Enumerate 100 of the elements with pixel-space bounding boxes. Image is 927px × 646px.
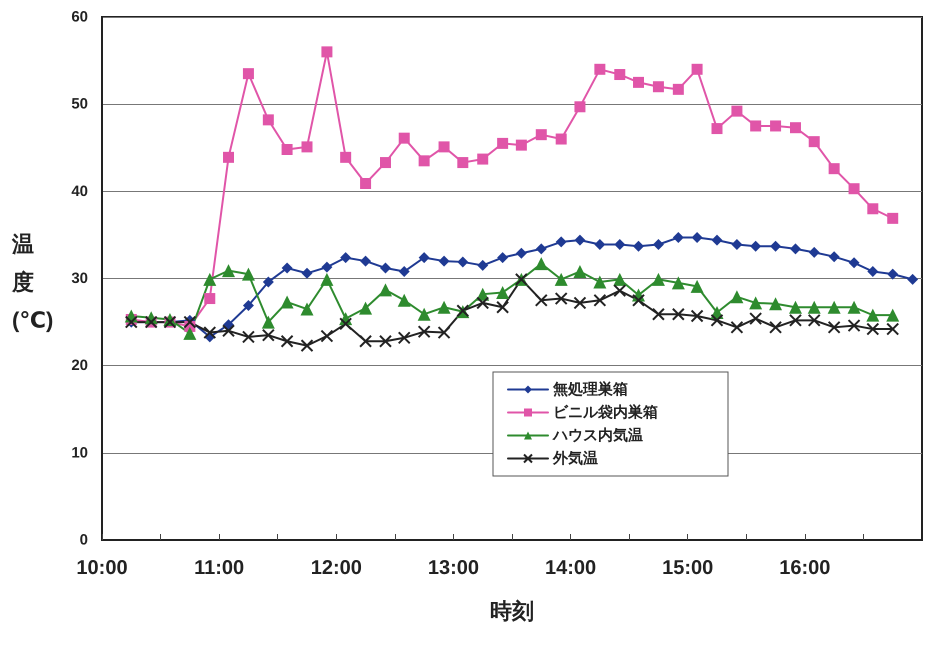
point bbox=[320, 272, 334, 286]
point bbox=[418, 308, 431, 321]
y-tick-label: 0 bbox=[80, 532, 88, 548]
point bbox=[730, 290, 744, 304]
point bbox=[321, 262, 332, 273]
point bbox=[477, 154, 488, 165]
point bbox=[398, 132, 410, 144]
point bbox=[340, 152, 352, 163]
point bbox=[476, 296, 490, 310]
point bbox=[536, 129, 547, 140]
point bbox=[573, 296, 586, 310]
point bbox=[593, 294, 606, 307]
point bbox=[280, 334, 294, 348]
point bbox=[378, 334, 392, 348]
point bbox=[300, 339, 314, 352]
point bbox=[652, 239, 664, 250]
point bbox=[242, 268, 255, 281]
point bbox=[320, 330, 334, 343]
point bbox=[712, 234, 722, 246]
point bbox=[418, 155, 430, 166]
point bbox=[692, 64, 703, 75]
point bbox=[731, 239, 742, 250]
y-tick-label: 60 bbox=[71, 8, 88, 26]
point bbox=[534, 294, 548, 307]
point bbox=[749, 312, 762, 326]
point bbox=[769, 297, 782, 310]
point bbox=[282, 262, 293, 274]
point bbox=[438, 256, 450, 267]
point bbox=[750, 120, 762, 132]
y-tick-label: 50 bbox=[71, 96, 88, 113]
point bbox=[183, 316, 196, 329]
point bbox=[848, 183, 860, 194]
point bbox=[769, 320, 782, 334]
point bbox=[614, 69, 626, 80]
point bbox=[848, 257, 860, 268]
point bbox=[457, 157, 468, 168]
point bbox=[203, 272, 216, 286]
point bbox=[339, 317, 352, 330]
point bbox=[516, 140, 527, 151]
point bbox=[690, 309, 704, 322]
point bbox=[710, 314, 724, 327]
point bbox=[556, 236, 567, 248]
point bbox=[496, 286, 510, 299]
point bbox=[556, 134, 567, 145]
y-axis-title: 温度(℃) bbox=[11, 232, 54, 332]
point bbox=[321, 46, 332, 58]
x-tick-label: 13:00 bbox=[428, 557, 480, 579]
point bbox=[438, 300, 451, 314]
point bbox=[614, 239, 626, 250]
point bbox=[887, 268, 898, 280]
point bbox=[652, 308, 665, 321]
point bbox=[378, 283, 392, 296]
point bbox=[770, 240, 782, 252]
legend-label: ハウス内気温 bbox=[552, 427, 643, 444]
point bbox=[867, 266, 878, 278]
point bbox=[262, 276, 274, 288]
point bbox=[477, 260, 488, 271]
point bbox=[574, 101, 586, 112]
point bbox=[750, 240, 762, 252]
point bbox=[788, 314, 802, 327]
point bbox=[380, 157, 391, 168]
x-tick-label: 11:00 bbox=[194, 557, 244, 579]
point bbox=[457, 256, 468, 268]
point bbox=[438, 141, 450, 152]
point bbox=[848, 300, 861, 314]
point bbox=[222, 324, 236, 338]
point bbox=[828, 300, 841, 314]
point bbox=[300, 302, 314, 316]
point bbox=[262, 316, 275, 329]
point bbox=[866, 322, 880, 336]
point bbox=[907, 274, 918, 285]
point bbox=[790, 243, 801, 254]
point bbox=[808, 136, 820, 148]
y-tick-label: 40 bbox=[71, 182, 88, 200]
point bbox=[866, 308, 880, 322]
point bbox=[340, 252, 352, 264]
x-tick-label: 16:00 bbox=[779, 557, 830, 579]
legend-label: 外気温 bbox=[552, 450, 598, 467]
point bbox=[262, 114, 274, 126]
y-tick-label: 20 bbox=[71, 357, 88, 374]
point bbox=[593, 275, 606, 288]
point bbox=[398, 331, 411, 344]
point bbox=[536, 243, 547, 254]
point bbox=[886, 308, 900, 322]
point bbox=[242, 330, 255, 344]
point bbox=[203, 326, 216, 340]
point bbox=[418, 252, 430, 264]
point bbox=[633, 240, 644, 252]
point bbox=[573, 265, 586, 278]
point bbox=[633, 76, 644, 88]
point bbox=[380, 262, 391, 274]
point bbox=[887, 212, 898, 224]
point bbox=[672, 276, 685, 290]
point bbox=[497, 138, 508, 149]
point bbox=[497, 252, 508, 264]
point bbox=[788, 300, 802, 314]
point bbox=[652, 272, 665, 286]
point bbox=[302, 141, 312, 152]
point bbox=[886, 322, 900, 336]
point bbox=[594, 239, 606, 250]
